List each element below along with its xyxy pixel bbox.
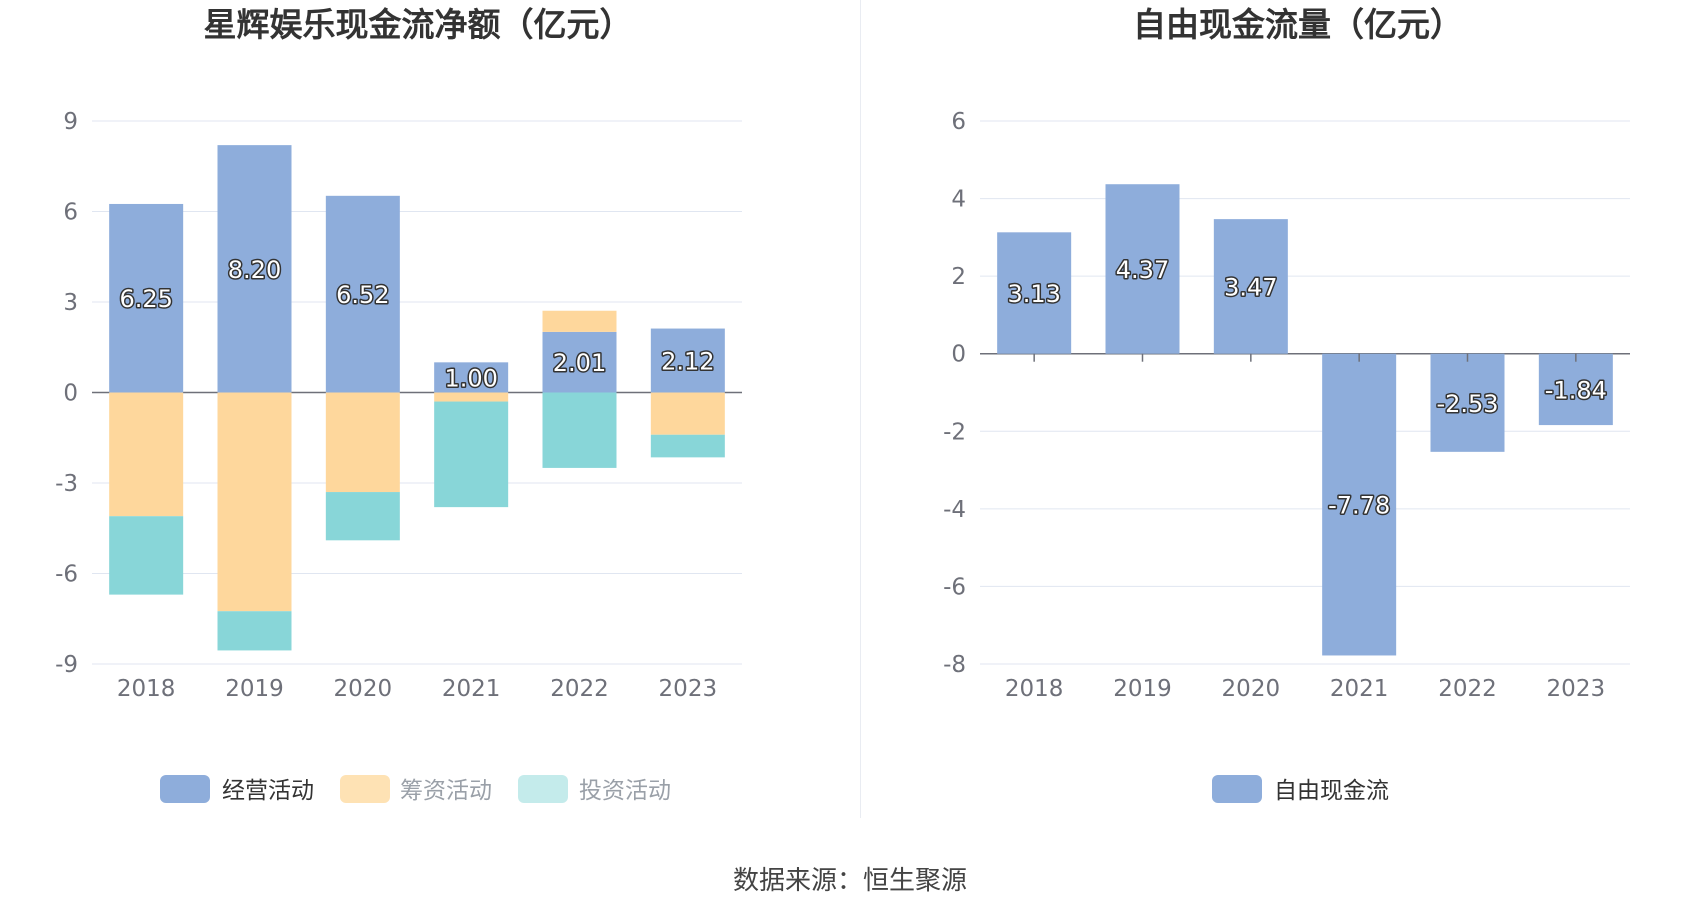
bar-value-label: 6.52: [336, 281, 389, 309]
bar-经营活动-2021[interactable]: [434, 362, 509, 393]
bar-投资活动-2021[interactable]: [434, 401, 509, 508]
legend: 自由现金流: [1212, 775, 1389, 804]
y-axis-ticks: 9 6 3 0 -3 -6 -9: [55, 109, 78, 678]
bar-经营活动-2023[interactable]: [650, 328, 725, 393]
bar-自由现金流-2018[interactable]: [997, 232, 1072, 354]
bar-筹资活动-2022[interactable]: [542, 310, 617, 332]
bars: [109, 145, 725, 651]
x-tick-label: 2021: [442, 676, 501, 702]
y-tick-label: -8: [943, 652, 966, 678]
legend: 经营活动 筹资活动 投资活动: [160, 775, 671, 804]
bar-value-label: 2.01: [553, 349, 606, 377]
bar-投资活动-2023[interactable]: [650, 434, 725, 458]
x-tick-label: 2023: [1547, 676, 1606, 702]
bar-经营活动-2022[interactable]: [542, 331, 617, 393]
y-tick-label: -3: [55, 471, 78, 497]
y-tick-label: -6: [943, 574, 966, 600]
chart-title: 自由现金流量（亿元）: [1133, 5, 1463, 44]
bar-经营活动-2020[interactable]: [325, 195, 400, 393]
bar-投资活动-2022[interactable]: [542, 392, 617, 468]
x-tick-label: 2021: [1330, 676, 1389, 702]
y-tick-label: 4: [951, 187, 966, 213]
legend-label-free-cash-flow: 自由现金流: [1274, 778, 1389, 804]
y-tick-label: 6: [63, 200, 78, 226]
x-tick-label: 2020: [1222, 676, 1281, 702]
legend-item-investing[interactable]: 投资活动: [518, 775, 671, 804]
legend-label-investing: 投资活动: [579, 778, 671, 804]
x-tick-label: 2022: [1438, 676, 1497, 702]
panel-divider: [860, 0, 861, 818]
x-tick-label: 2023: [659, 676, 718, 702]
y-tick-label: 9: [63, 109, 78, 135]
y-tick-label: 0: [63, 381, 78, 407]
y-tick-label: -2: [943, 419, 966, 445]
chart-title: 星辉娱乐现金流净额（亿元）: [204, 5, 633, 44]
legend-swatch-investing: [518, 775, 568, 803]
x-tick-label: 2018: [1005, 676, 1064, 702]
y-tick-label: -9: [55, 652, 78, 678]
bar-经营活动-2018[interactable]: [109, 203, 184, 393]
y-tick-label: -4: [943, 497, 966, 523]
bar-投资活动-2018[interactable]: [109, 516, 184, 595]
data-source-footer: 数据来源：恒生聚源: [732, 866, 967, 896]
y-tick-label: 6: [951, 109, 966, 135]
y-tick-label: -6: [55, 562, 78, 588]
y-tick-label: 3: [63, 290, 78, 316]
legend-item-financing[interactable]: 筹资活动: [340, 775, 492, 804]
legend-swatch-free-cash-flow: [1212, 775, 1262, 803]
y-tick-label: 0: [951, 342, 966, 368]
grid-lines: [980, 120, 1630, 665]
bar-value-label: -1.84: [1545, 376, 1607, 404]
x-tick-label: 2020: [334, 676, 393, 702]
legend-label-financing: 筹资活动: [400, 778, 492, 804]
y-tick-label: 2: [951, 264, 966, 290]
bar-筹资活动-2020[interactable]: [325, 392, 400, 493]
bar-投资活动-2019[interactable]: [217, 611, 292, 651]
bar-value-label: 1.00: [444, 364, 497, 392]
bars: [997, 184, 1613, 656]
bar-value-label: 6.25: [119, 285, 172, 313]
legend-swatch-operating: [160, 775, 210, 803]
bar-自由现金流-2019[interactable]: [1105, 184, 1180, 354]
bar-自由现金流-2020[interactable]: [1213, 219, 1288, 354]
bar-value-label: 2.12: [661, 348, 714, 376]
free-cash-flow-chart: 自由现金流量（亿元） 6 4 2 0 -2 -4 -6 -8 3.13 4.37 3.47 -7.7…: [943, 5, 1630, 804]
bar-value-label: 3.47: [1224, 273, 1277, 301]
grid-lines: [92, 120, 742, 665]
bar-自由现金流-2022[interactable]: [1430, 353, 1505, 452]
x-axis-ticks: 2018 2019 2020 2021 2022 2023: [1005, 353, 1606, 702]
x-tick-label: 2019: [225, 676, 284, 702]
bar-value-label: 8.20: [228, 256, 281, 284]
legend-item-free-cash-flow[interactable]: 自由现金流: [1212, 775, 1389, 804]
bar-自由现金流-2021[interactable]: [1322, 353, 1397, 656]
bar-筹资活动-2021[interactable]: [434, 392, 509, 402]
bar-value-label: 3.13: [1007, 280, 1060, 308]
bar-筹资活动-2023[interactable]: [650, 392, 725, 435]
bar-筹资活动-2019[interactable]: [217, 392, 292, 612]
bar-value-label: -7.78: [1328, 492, 1390, 520]
y-axis-ticks: 6 4 2 0 -2 -4 -6 -8: [943, 109, 966, 678]
x-tick-label: 2018: [117, 676, 176, 702]
x-tick-label: 2019: [1113, 676, 1172, 702]
legend-swatch-financing: [340, 775, 390, 803]
bar-筹资活动-2018[interactable]: [109, 392, 184, 517]
bar-经营活动-2019[interactable]: [217, 145, 292, 393]
legend-item-operating[interactable]: 经营活动: [160, 775, 314, 804]
cash-flow-net-chart: 星辉娱乐现金流净额（亿元） 9 6 3 0 -3 -6 -9 6.25 8.20 6.52 1.0…: [55, 5, 742, 804]
bar-自由现金流-2023[interactable]: [1538, 353, 1613, 426]
bar-投资活动-2020[interactable]: [325, 492, 400, 541]
x-axis-ticks: 2018 2019 2020 2021 2022 2023: [117, 676, 717, 702]
x-tick-label: 2022: [550, 676, 609, 702]
bar-value-label: -2.53: [1436, 390, 1498, 418]
data-labels: 3.13 4.37 3.47 -7.78 -2.53 -1.84: [1006, 254, 1608, 521]
data-labels: 6.25 8.20 6.52 1.00 2.01 2.12: [118, 254, 716, 394]
legend-label-operating: 经营活动: [222, 778, 314, 804]
bar-value-label: 4.37: [1116, 256, 1169, 284]
